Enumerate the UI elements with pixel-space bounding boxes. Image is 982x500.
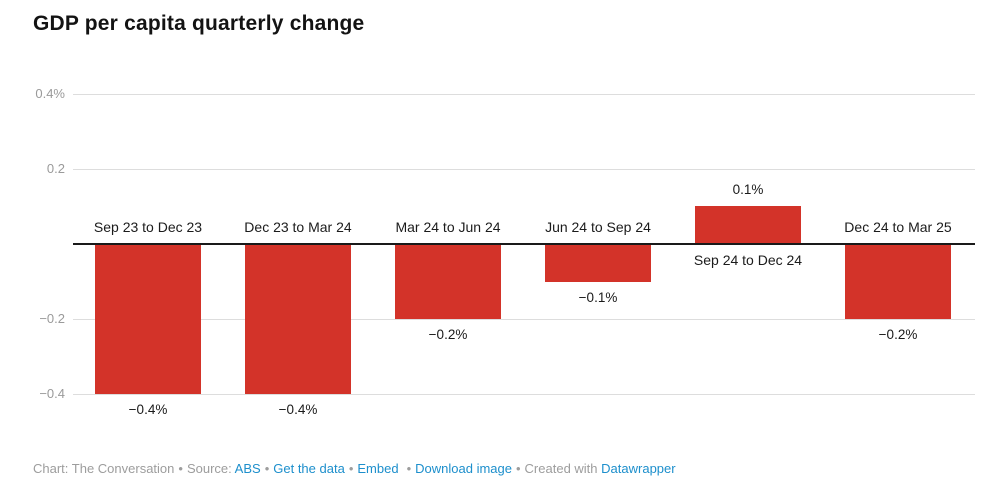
gridline <box>73 169 975 170</box>
datawrapper-link[interactable]: Datawrapper <box>601 461 676 476</box>
y-axis-tick-label: −0.4 <box>39 386 65 401</box>
gridline <box>73 394 975 395</box>
source-link[interactable]: ABS <box>234 461 261 476</box>
zero-baseline <box>73 243 975 245</box>
value-label: −0.2% <box>878 327 918 342</box>
value-label: −0.4% <box>278 402 318 417</box>
value-label: −0.4% <box>128 402 168 417</box>
separator: • <box>515 461 521 476</box>
embed-link[interactable]: Embed <box>357 461 399 476</box>
category-label: Mar 24 to Jun 24 <box>395 219 501 235</box>
category-label: Dec 23 to Mar 24 <box>244 219 352 235</box>
bar-chart: 0.4% 0.2 −0.2 −0.4 Sep 23 to Dec 23 −0.4% Dec … <box>35 86 975 417</box>
chart-title: GDP per capita quarterly change <box>33 12 365 35</box>
bar-jun-24-to-sep-24 <box>545 244 651 282</box>
bar-dec-24-to-mar-25 <box>845 244 951 319</box>
source-label: Source: <box>186 461 232 476</box>
bar-mar-24-to-jun-24 <box>395 244 501 319</box>
value-label: 0.1% <box>732 182 764 197</box>
created-with-label: Created with <box>524 461 598 476</box>
category-label: Dec 24 to Mar 25 <box>844 219 952 235</box>
separator: • <box>406 461 412 476</box>
separator: • <box>348 461 354 476</box>
category-label: Sep 23 to Dec 23 <box>93 219 203 235</box>
category-label: Jun 24 to Sep 24 <box>545 219 651 235</box>
separator: • <box>178 461 183 476</box>
bar-sep-24-to-dec-24 <box>695 206 801 244</box>
y-axis-tick-label: −0.2 <box>39 311 65 326</box>
gridline <box>73 319 975 320</box>
separator: • <box>264 461 270 476</box>
chart-credit: Chart: The Conversation <box>33 461 175 476</box>
download-image-link[interactable]: Download image <box>415 461 512 476</box>
bar-dec-23-to-mar-24 <box>245 244 351 394</box>
gridline <box>73 94 975 95</box>
y-axis-tick-label: 0.2 <box>46 161 65 176</box>
footer: Chart: The Conversation • Source: ABS • Get … <box>33 461 676 476</box>
y-axis-tick-label: 0.4% <box>35 86 65 101</box>
category-label: Sep 24 to Dec 24 <box>693 252 803 268</box>
value-label: −0.2% <box>428 327 468 342</box>
value-label: −0.1% <box>578 290 618 305</box>
get-the-data-link[interactable]: Get the data <box>273 461 345 476</box>
bar-sep-23-to-dec-23 <box>95 244 201 394</box>
